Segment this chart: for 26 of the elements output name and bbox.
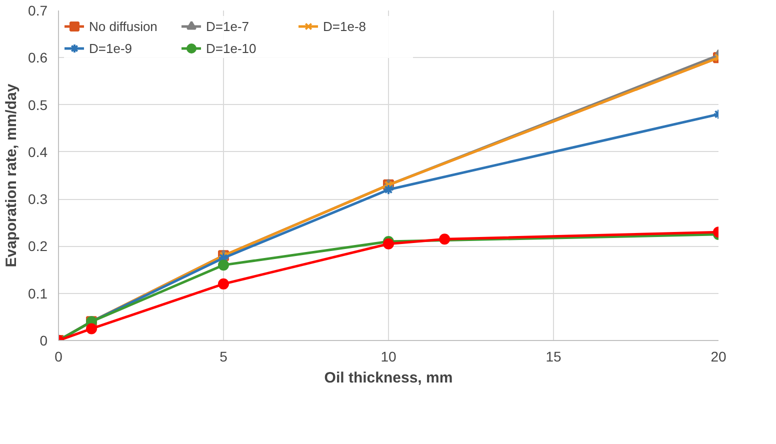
point (439, 234, 450, 245)
y-tick-label: 0.7 (28, 2, 48, 18)
y-tick-label: 0 (40, 332, 48, 348)
y-tick-label: 0.5 (28, 96, 48, 113)
y-tick-label: 0.4 (28, 144, 48, 160)
y-tick-label: 0.2 (28, 238, 48, 254)
point (218, 278, 229, 290)
point (383, 184, 394, 196)
x-tick-label: 20 (710, 348, 726, 364)
legend-label: D=1e-8 (323, 18, 367, 34)
legend-label: D=1e-7 (206, 18, 250, 34)
x-tick-label: 15 (546, 348, 562, 364)
y-tick-label: 0.6 (28, 50, 48, 66)
y-tick-label: 0.3 (28, 191, 48, 208)
point (383, 238, 394, 250)
x-tick-label: 10 (380, 348, 396, 364)
x-tick-label: 5 (220, 348, 228, 364)
x-axis-title: Oil thickness, mm (324, 370, 453, 386)
point (218, 260, 229, 271)
legend-label: D=1e-9 (89, 40, 133, 56)
point (86, 323, 97, 334)
legend-label: D=1e-10 (206, 40, 258, 56)
y-tick-label: 0.1 (28, 285, 48, 302)
legend-label: No diffusion (89, 18, 158, 34)
y-axis-title: Evaporation rate, mm/day (3, 83, 20, 268)
x-tick-label: 0 (54, 348, 63, 364)
